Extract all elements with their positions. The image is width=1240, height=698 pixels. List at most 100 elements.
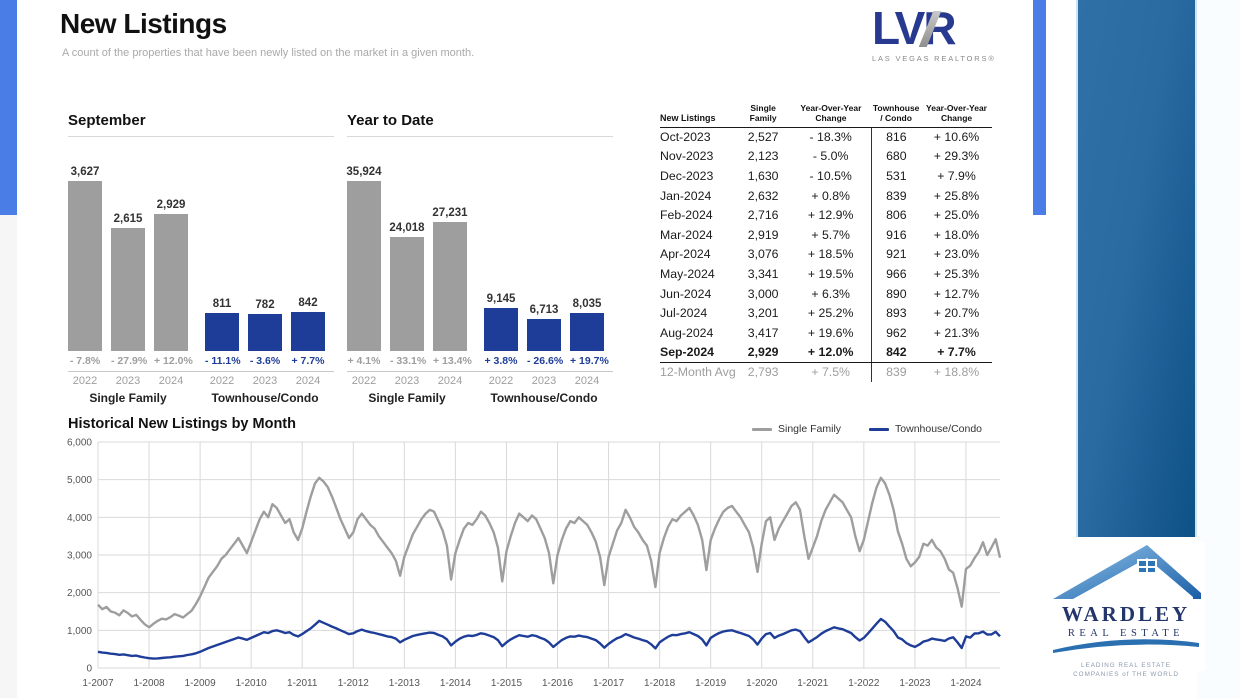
tick-label: 0 <box>86 664 92 675</box>
table-cell: + 25.2% <box>807 306 854 321</box>
table-row: Nov-2023 2,123 - 5.0% 680 + 29.3% <box>660 146 992 167</box>
table-row: Feb-2024 2,716 + 12.9% 806 + 25.0% <box>660 205 992 225</box>
yoy-change-label: + 4.1% <box>347 355 381 367</box>
tick-label: 1-2007 <box>82 678 114 689</box>
year-label: 2023 <box>115 375 141 387</box>
table-cell: 962 <box>870 322 922 343</box>
table-cell: 680 <box>870 146 922 167</box>
tick-label: 1-2008 <box>133 678 165 689</box>
bar-column: 811 <box>205 298 239 351</box>
group-label: Townhouse/Condo <box>211 391 319 405</box>
table-cell: 3,201 <box>747 306 779 321</box>
historical-line-chart: 6,000 5,000 4,000 3,000 2,000 1,000 0 1-2007 1-2… <box>67 438 1002 689</box>
yoy-change-label: - 7.8% <box>69 355 101 367</box>
wardley-roof-icon <box>1053 545 1201 599</box>
table-cell: - 5.0% <box>812 149 849 164</box>
table-cell: + 10.6% <box>933 130 980 145</box>
right-accent-bar <box>1033 0 1046 215</box>
bar-value-label: 24,018 <box>389 222 425 234</box>
table-cell: + 5.7% <box>811 227 850 242</box>
table-cell: 842 <box>870 342 922 363</box>
group-label: Single Family <box>368 391 446 405</box>
yoy-change-label: + 7.7% <box>291 355 325 367</box>
table-cell: 12-Month Avg <box>660 365 736 380</box>
bar-value-label: 842 <box>298 297 318 309</box>
tick-label: 1-2010 <box>236 678 268 689</box>
legend-item: Townhouse/Condo <box>869 423 982 435</box>
left-margin-strip <box>0 215 17 698</box>
tick-label: 3,000 <box>67 551 92 562</box>
bar-column: 9,145 <box>484 293 518 351</box>
table-cell: - 18.3% <box>809 130 852 145</box>
table-cell: Oct-2023 <box>660 130 711 145</box>
series-townhouse-condo <box>97 617 1001 660</box>
table-cell: 3,076 <box>747 247 779 262</box>
yoy-change-label: - 3.6% <box>249 355 281 367</box>
table-row: May-2024 3,341 + 19.5% 966 + 25.3% <box>660 264 992 284</box>
bar-column: 27,231 <box>432 207 468 351</box>
header-new-listings: New Listings <box>660 104 736 128</box>
table-cell: Feb-2024 <box>660 208 713 223</box>
table-cell: + 6.3% <box>811 286 850 301</box>
bar-townhouse-condo-2024 <box>291 312 325 351</box>
year-label: 2022 <box>351 375 377 387</box>
tick-label: 1-2012 <box>338 678 370 689</box>
right-side-panel <box>1076 0 1197 537</box>
table-cell: 2,793 <box>747 365 779 380</box>
tick-label: 1-2018 <box>644 678 676 689</box>
table-cell: + 7.9% <box>937 169 976 184</box>
group-label: Single Family <box>89 391 167 405</box>
table-cell: 916 <box>870 225 922 245</box>
table-cell: + 12.0% <box>790 342 872 363</box>
tick-label: 1-2021 <box>797 678 829 689</box>
tick-label: 1-2014 <box>440 678 472 689</box>
divider-line <box>68 371 334 372</box>
year-label: 2024 <box>158 375 184 387</box>
table-cell: 2,919 <box>747 227 779 242</box>
table-cell: + 25.0% <box>933 208 980 223</box>
chart-legend: Single Family Townhouse/Condo <box>752 423 982 435</box>
lvr-logo-text: LVR <box>872 2 957 54</box>
table-cell: Nov-2023 <box>660 149 714 164</box>
tick-label: 1-2015 <box>491 678 523 689</box>
bar-townhouse-condo-2023 <box>527 319 561 351</box>
divider-line <box>347 371 613 372</box>
wardley-name: WARDLEY <box>1061 602 1191 626</box>
tick-label: 2,000 <box>67 588 92 599</box>
table-cell: 2,632 <box>747 188 779 203</box>
bar-single-family-2023 <box>111 228 145 351</box>
table-cell: 839 <box>870 362 922 382</box>
table-cell: Mar-2024 <box>660 227 713 242</box>
table-cell: Sep-2024 <box>660 342 736 363</box>
table-cell: + 23.0% <box>933 247 980 262</box>
tick-label: 1-2023 <box>899 678 931 689</box>
year-label: 2023 <box>531 375 557 387</box>
header-yoy-change-sf: Year-Over-Year Change <box>790 103 872 128</box>
historical-chart-title: Historical New Listings by Month <box>68 416 296 432</box>
table-cell: + 29.3% <box>933 149 980 164</box>
ytd-bar-chart: Year to Date 35,924 24,018 27,231 9,145 6,71… <box>346 112 613 405</box>
yoy-change-label: + 19.7% <box>570 355 609 367</box>
bar-column: 8,035 <box>570 298 604 351</box>
wardley-logo: WARDLEY REAL ESTATE LEADING REAL ESTATE … <box>1047 541 1205 678</box>
year-label: 2024 <box>437 375 463 387</box>
header-single-family: Single Family <box>735 103 791 128</box>
table-cell: + 12.9% <box>807 208 854 223</box>
bar-townhouse-condo-2024 <box>570 313 604 351</box>
table-cell: + 18.8% <box>933 365 980 380</box>
table-cell: + 12.7% <box>933 286 980 301</box>
wardley-subtitle: REAL ESTATE <box>1067 628 1185 639</box>
table-cell: + 18.5% <box>807 247 854 262</box>
ytd-group-labels: Single Family Townhouse/Condo <box>347 391 613 405</box>
year-label: 2024 <box>295 375 321 387</box>
table-cell: 2,527 <box>747 130 779 145</box>
yoy-change-label: + 13.4% <box>433 355 472 367</box>
table-row: Jan-2024 2,632 + 0.8% 839 + 25.8% <box>660 185 992 206</box>
page-subtitle: A count of the properties that have been… <box>62 47 475 59</box>
bar-single-family-2022 <box>68 181 102 351</box>
table-row: Jul-2024 3,201 + 25.2% 893 + 20.7% <box>660 303 992 323</box>
bar-single-family-2023 <box>390 237 424 351</box>
bar-value-label: 8,035 <box>572 298 602 310</box>
table-cell: 531 <box>870 166 922 186</box>
